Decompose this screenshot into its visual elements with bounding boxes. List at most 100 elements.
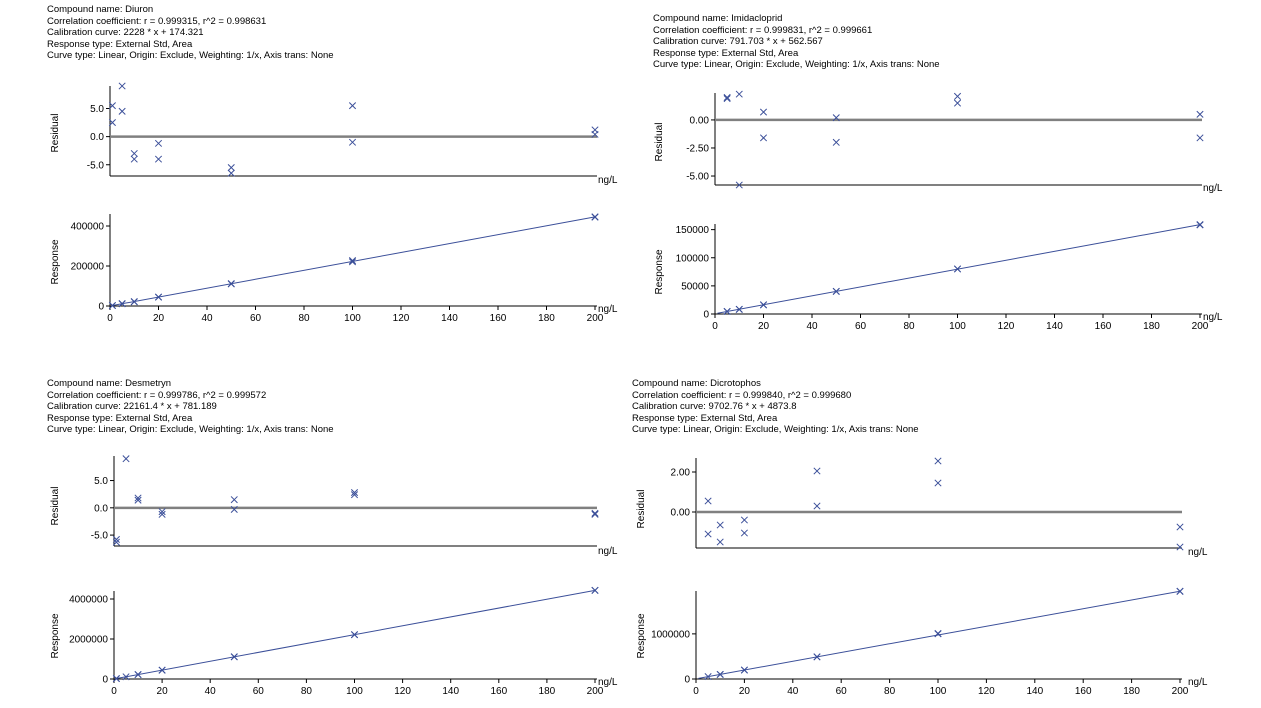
response-point: [130, 298, 138, 306]
response-x-tick-label: 200: [587, 686, 604, 697]
residual-axis-title: Residual: [50, 487, 61, 526]
response-x-tick-label: 0: [693, 686, 699, 697]
response-x-tick-label: 40: [806, 321, 818, 332]
response-x-tick-label: 40: [201, 313, 213, 324]
response-x-tick-label: 60: [250, 313, 262, 324]
residual-point: [591, 509, 599, 517]
response-x-tick-label: 160: [490, 313, 507, 324]
response-point: [118, 300, 126, 308]
response-y-tick-label: 4000000: [69, 595, 108, 606]
response-x-tick-label: 20: [739, 686, 751, 697]
response-x-tick-label: 0: [712, 321, 718, 332]
response-point: [122, 673, 130, 681]
response-x-tick-label: 140: [442, 686, 459, 697]
residual-point: [740, 529, 748, 537]
response-point: [759, 301, 768, 309]
response-y-tick-label: 0: [684, 675, 690, 686]
residual-point: [130, 149, 138, 158]
response-y-tick-label: 400000: [71, 222, 105, 233]
compound-header: Compound name: Diuron Correlation coeffi…: [47, 4, 334, 62]
residual-point: [122, 455, 130, 463]
response-y-tick-label: 150000: [676, 225, 710, 236]
residual-point: [735, 90, 743, 98]
response-point: [735, 305, 743, 313]
residual-point: [832, 114, 840, 122]
residual-x-unit: ng/L: [1188, 547, 1208, 558]
calibration-curve: Calibration curve: 9702.76 * x + 4873.8: [632, 401, 797, 413]
residual-x-unit: ng/L: [598, 175, 618, 186]
residual-point: [759, 134, 768, 142]
residual-y-tick-label: -5.0: [87, 160, 105, 171]
residual-y-tick-label: 0.0: [94, 503, 108, 514]
response-point: [230, 653, 238, 661]
calibration-panel-desmetryn: Compound name: Desmetryn Correlation coe…: [0, 354, 630, 708]
residual-y-tick-label: 0.00: [690, 115, 710, 126]
residual-point: [350, 488, 359, 497]
residual-point: [591, 130, 599, 138]
residual-point: [348, 102, 357, 110]
compound-name: Compound name: Diuron: [47, 4, 154, 15]
residual-point: [154, 155, 163, 163]
response-point: [591, 213, 599, 221]
residual-point: [230, 496, 238, 504]
response-point: [348, 257, 357, 265]
residual-point: [112, 535, 120, 544]
response-x-tick-label: 140: [1026, 686, 1043, 697]
residual-x-unit: ng/L: [1203, 183, 1223, 194]
response-x-tick-label: 200: [1172, 686, 1189, 697]
residual-point: [813, 467, 821, 475]
calibration-panel-imidacloprid: Compound name: Imidacloprid Correlation …: [630, 0, 1261, 354]
response-x-tick-label: 20: [153, 313, 165, 324]
response-point: [112, 674, 120, 683]
residual-point: [348, 138, 357, 146]
residual-point: [591, 510, 599, 518]
response-type: Response type: External Std, Area: [47, 412, 193, 424]
calibration-curve: Calibration curve: 22161.4 * x + 781.189: [47, 401, 217, 413]
response-point: [158, 666, 166, 674]
response-axis-title: Response: [654, 249, 665, 294]
response-point: [227, 280, 235, 288]
response-x-tick-label: 80: [298, 313, 310, 324]
response-x-tick-label: 180: [1123, 686, 1140, 697]
residual-y-tick-label: 5.0: [94, 476, 108, 487]
response-x-tick-label: 80: [903, 321, 915, 332]
residual-point: [118, 107, 126, 115]
calibration-panel-dicrotophos: Compound name: Dicrotophos Correlation c…: [610, 354, 1261, 708]
response-x-tick-label: 120: [394, 686, 411, 697]
residual-y-tick-label: 5.0: [90, 104, 104, 115]
response-y-tick-label: 50000: [681, 281, 709, 292]
response-x-tick-label: 160: [490, 686, 507, 697]
response-y-tick-label: 0: [102, 675, 108, 686]
residual-point: [740, 516, 748, 524]
response-y-tick-label: 0: [703, 310, 709, 321]
residual-y-tick-label: 0.0: [90, 132, 104, 143]
response-point: [704, 673, 712, 681]
residual-point: [723, 95, 731, 103]
residual-y-tick-label: 0.00: [671, 508, 691, 519]
response-y-tick-label: 200000: [71, 262, 105, 273]
residual-point: [230, 505, 238, 514]
residual-point: [716, 521, 724, 529]
curve-type: Curve type: Linear, Origin: Exclude, Wei…: [653, 59, 940, 71]
correlation-coefficient: Correlation coefficient: r = 0.999831, r…: [653, 24, 873, 36]
calibration-fit-line: [717, 224, 1201, 314]
response-x-unit: ng/L: [598, 677, 618, 688]
response-x-unit: ng/L: [1188, 677, 1208, 688]
residual-point: [134, 494, 142, 502]
response-y-tick-label: 0: [98, 302, 104, 313]
residual-axis-title: Residual: [654, 123, 665, 162]
residual-point: [134, 496, 142, 504]
residual-point: [108, 119, 116, 127]
response-point: [813, 653, 821, 661]
response-x-tick-label: 100: [949, 321, 966, 332]
response-x-tick-label: 100: [930, 686, 947, 697]
response-point: [723, 307, 731, 315]
response-point: [716, 670, 724, 678]
residual-y-tick-label: 2.00: [671, 468, 691, 479]
compound-name: Compound name: Imidacloprid: [653, 13, 783, 24]
response-x-tick-label: 40: [205, 686, 217, 697]
calibration-chart-imidacloprid: Residual ng/L Response ng/L 0.00 -2.50 -5.…: [654, 90, 1223, 332]
calibration-curve: Calibration curve: 2228 * x + 174.321: [47, 27, 204, 39]
response-point: [154, 293, 163, 301]
response-x-unit: ng/L: [1203, 312, 1223, 323]
